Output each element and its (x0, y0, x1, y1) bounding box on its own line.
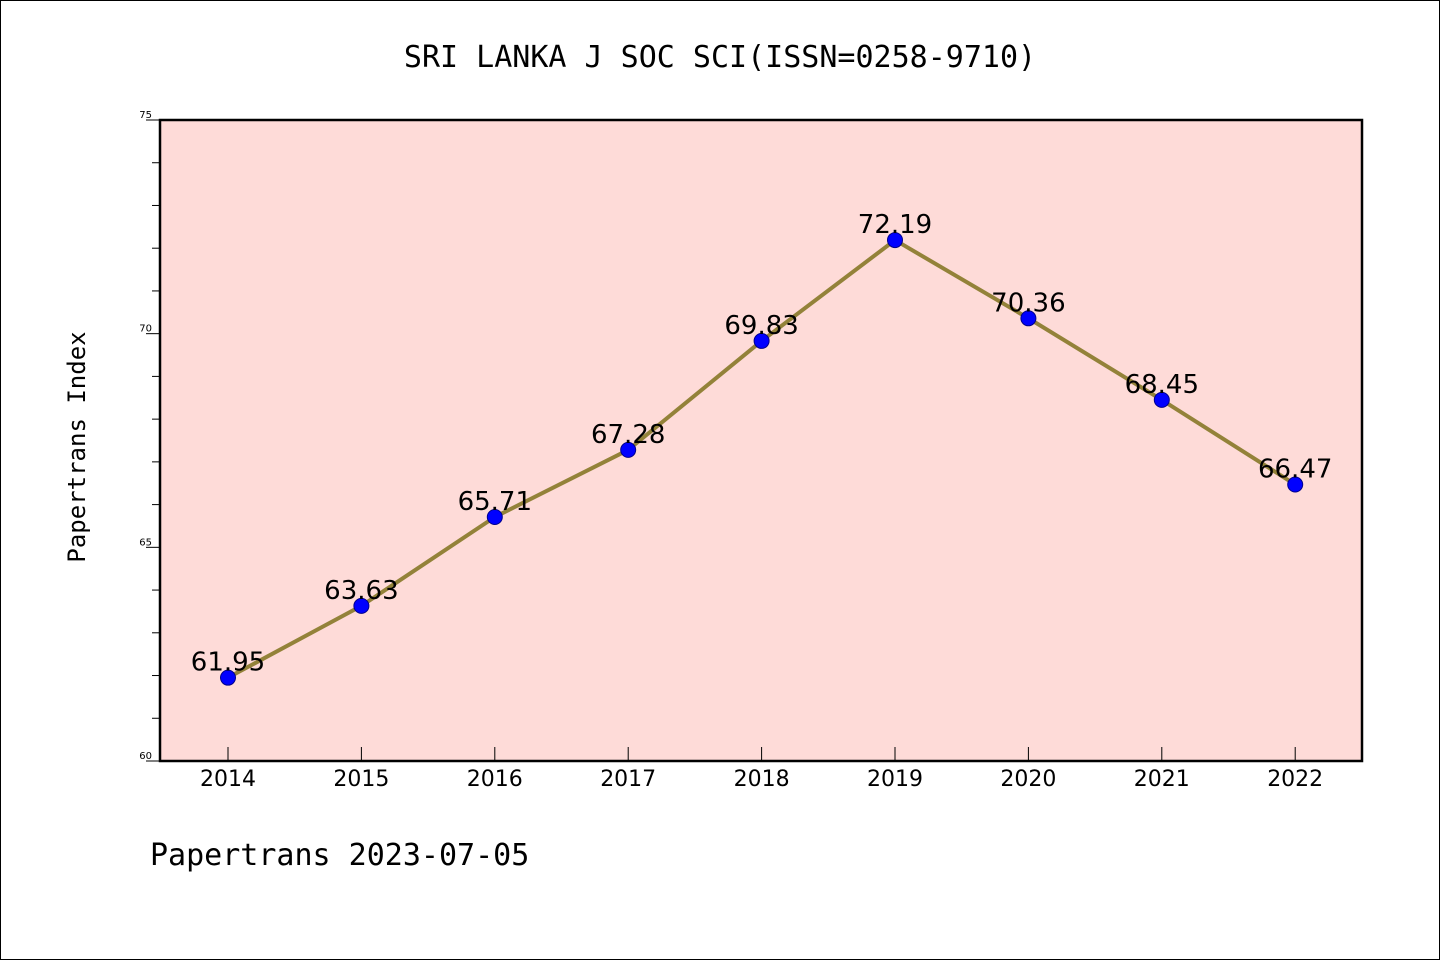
data-label: 72.19 (858, 210, 932, 240)
data-point (220, 669, 236, 686)
data-points (220, 232, 1304, 686)
x-tick-label: 2015 (333, 767, 389, 792)
x-tick-label: 2021 (1134, 767, 1190, 792)
data-labels: 61.95 63.63 65.71 67.28 69.83 72.19 70.36 68.45… (191, 210, 1333, 678)
data-point (1020, 310, 1037, 327)
y-tick-label: 70 (139, 324, 152, 335)
data-point (486, 508, 503, 525)
data-point (1153, 391, 1170, 408)
x-axis-ticks: 2014 2015 2016 2017 2018 2019 2020 2021 2022 (200, 747, 1323, 792)
y-axis-label: Papertrans Index (63, 331, 91, 562)
x-tick-label: 2022 (1267, 767, 1323, 792)
footer-text: Papertrans 2023-07-05 (150, 838, 529, 873)
data-label: 70.36 (991, 288, 1065, 318)
data-point (753, 332, 770, 349)
data-label: 61.95 (191, 648, 265, 678)
y-tick-label: 65 (139, 537, 152, 548)
data-label: 67.28 (591, 420, 665, 450)
data-label: 66.47 (1258, 455, 1332, 485)
x-tick-label: 2016 (467, 767, 523, 792)
y-minor-ticks (152, 162, 160, 719)
data-label: 68.45 (1125, 370, 1199, 400)
data-point (887, 232, 903, 249)
data-point (353, 597, 370, 614)
y-axis-ticks: 60 65 70 75 (139, 110, 160, 762)
data-point (1287, 476, 1304, 493)
data-label: 63.63 (324, 576, 398, 606)
data-label: 65.71 (458, 487, 532, 517)
data-label: 69.83 (724, 311, 798, 341)
plot-area (158, 118, 1364, 763)
x-tick-label: 2018 (734, 767, 790, 792)
x-tick-label: 2020 (1000, 767, 1056, 792)
y-tick-label: 75 (139, 110, 152, 121)
data-point (620, 441, 637, 458)
chart-title: SRI LANKA J SOC SCI(ISSN=0258-9710) (404, 40, 1036, 75)
x-tick-label: 2017 (600, 767, 656, 792)
y-tick-label: 60 (139, 751, 152, 762)
x-tick-label: 2019 (867, 767, 923, 792)
x-tick-label: 2014 (200, 767, 256, 792)
